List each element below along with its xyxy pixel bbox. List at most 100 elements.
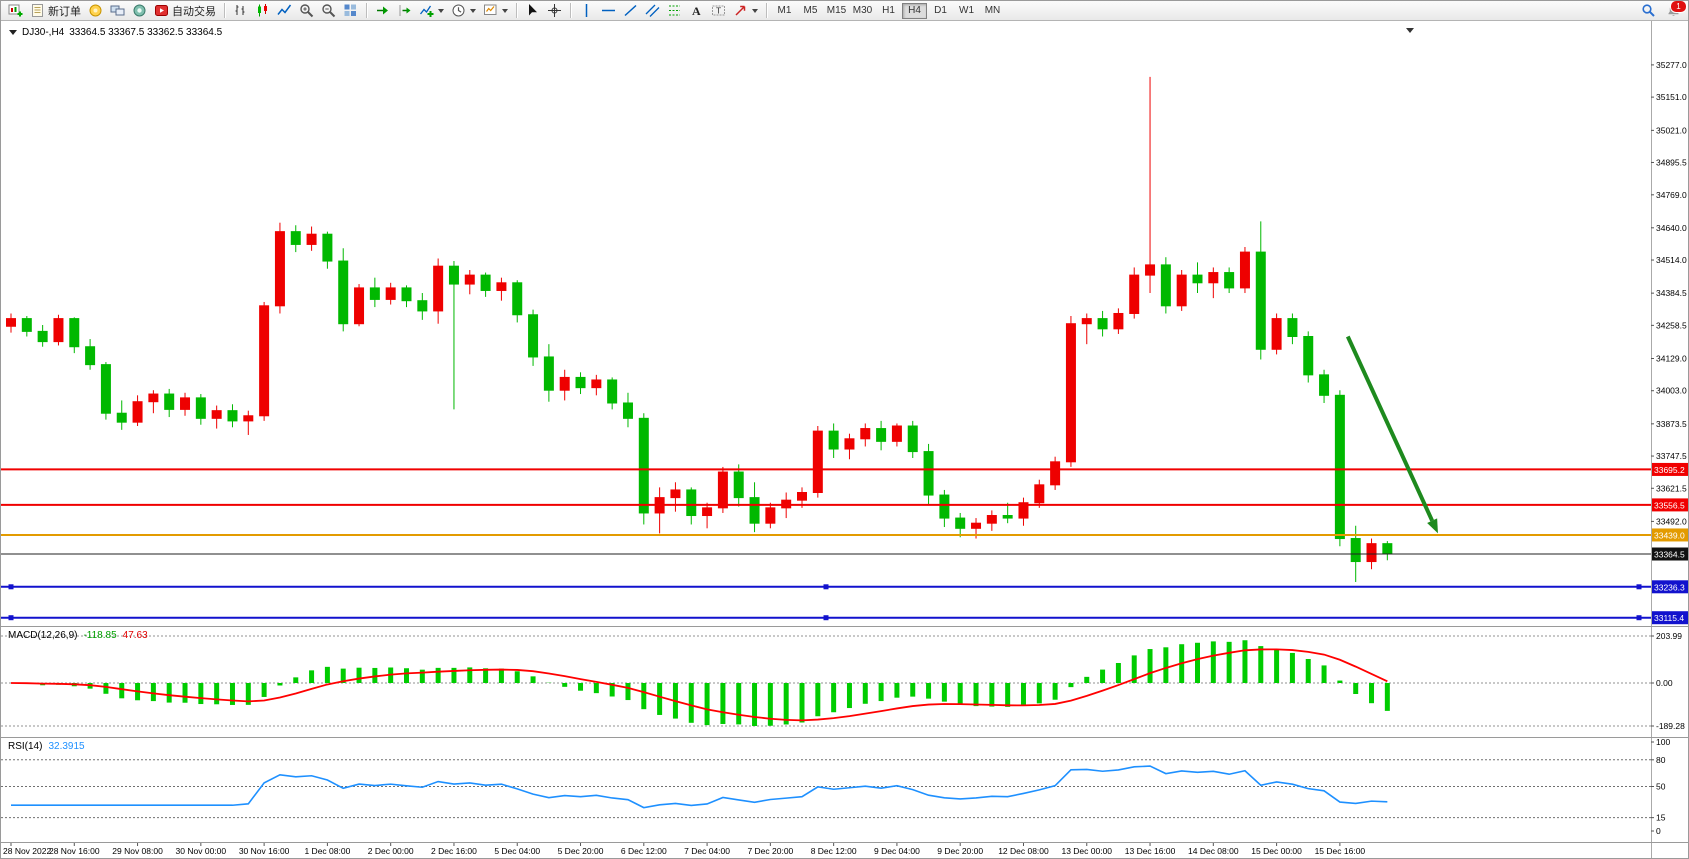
candle [1255, 221, 1266, 360]
text-button[interactable]: A [686, 2, 707, 20]
channel-button[interactable] [642, 2, 663, 20]
candle [274, 222, 285, 314]
macd-signal-value: 47.63 [122, 630, 148, 641]
candle [528, 309, 539, 366]
profiles-button[interactable] [107, 2, 128, 20]
candle [876, 420, 887, 451]
periods-button[interactable] [448, 2, 479, 20]
notifications-button[interactable]: 1 [1663, 1, 1687, 20]
zoom-out-button[interactable] [318, 2, 339, 20]
timeframe-m15[interactable]: M15 [824, 3, 849, 19]
candle [385, 282, 396, 305]
candle [338, 248, 349, 332]
candle [607, 377, 618, 410]
metaeditor-button[interactable] [85, 2, 106, 20]
price-badge-33115.4: 33115.4 [1652, 611, 1688, 625]
time-label: 30 Nov 16:00 [239, 846, 290, 856]
timeframe-mn[interactable]: MN [980, 3, 1005, 19]
candle [227, 404, 238, 428]
candle [702, 502, 713, 529]
trendline-button[interactable] [620, 2, 641, 20]
time-label: 28 Nov 16:00 [49, 846, 100, 856]
candle [37, 324, 48, 347]
chart-shift-button[interactable] [394, 2, 415, 20]
candle [401, 285, 412, 308]
vertical-line-button[interactable] [576, 2, 597, 20]
timeframe-w1[interactable]: W1 [954, 3, 979, 19]
candle [828, 423, 839, 458]
trendline-icon [624, 4, 637, 17]
trend-arrow[interactable] [1345, 335, 1438, 534]
candle-chart-button[interactable] [252, 2, 273, 20]
chart-quick-menu-arrow[interactable] [1406, 28, 1414, 33]
timeframe-d1[interactable]: D1 [928, 3, 953, 19]
search-button[interactable] [1638, 2, 1659, 20]
fibonacci-button[interactable] [664, 2, 685, 20]
candle [211, 405, 222, 429]
symbol-dropdown-icon[interactable] [9, 30, 17, 35]
horizontal-line-button[interactable] [598, 2, 619, 20]
candle [116, 400, 127, 430]
market-watch-button[interactable] [129, 2, 150, 20]
line-handle[interactable] [1636, 615, 1642, 621]
label-button[interactable]: T [708, 2, 729, 20]
candle [180, 392, 191, 416]
indicators-button[interactable] [416, 2, 447, 20]
candle [670, 482, 681, 512]
candle [132, 395, 143, 427]
line-handle[interactable] [8, 615, 14, 621]
candle [69, 317, 80, 354]
candle [559, 369, 570, 401]
autoscroll-button[interactable] [372, 2, 393, 20]
channel-icon [645, 4, 660, 17]
macd-scale-label: 0.00 [1656, 678, 1673, 688]
line-chart-button[interactable] [274, 2, 295, 20]
autotrading-button[interactable]: 自动交易 [151, 2, 219, 20]
price-tick-label: 34258.5 [1656, 320, 1687, 330]
zoom-in-button[interactable] [296, 2, 317, 20]
chart-canvas[interactable]: 35277.0 35151.0 35021.0 34895.5 34769.0 34640… [1, 21, 1689, 859]
crosshair-button[interactable] [544, 2, 565, 20]
timeframe-m1[interactable]: M1 [772, 3, 797, 19]
new-order-button[interactable]: 新订单 [27, 2, 84, 20]
candle [749, 482, 760, 533]
template-icon [484, 4, 497, 15]
autotrading-icon [155, 5, 168, 16]
line-handle[interactable] [1636, 584, 1642, 590]
cursor-button[interactable] [522, 2, 543, 20]
candle [939, 489, 950, 528]
candle [765, 502, 776, 529]
symbol-period-label: DJ30-,H4 [22, 27, 65, 38]
time-label: 12 Dec 08:00 [998, 846, 1049, 856]
line-handle[interactable] [8, 584, 14, 590]
price-scale[interactable] [1652, 21, 1689, 859]
svg-text:33236.3: 33236.3 [1654, 582, 1685, 592]
timeframe-h4[interactable]: H4 [902, 2, 927, 19]
toolbar-separator [516, 3, 517, 18]
timeframe-m5[interactable]: M5 [798, 3, 823, 19]
line-handle[interactable] [823, 584, 829, 590]
timeframe-h1[interactable]: H1 [876, 3, 901, 19]
candle [433, 258, 444, 324]
templates-button[interactable] [480, 2, 511, 20]
autoscroll-icon [377, 6, 388, 15]
add-indicator-icon [419, 5, 434, 17]
tile-windows-button[interactable] [340, 2, 361, 20]
shapes-button[interactable] [730, 2, 761, 20]
vertical-line-icon [585, 4, 588, 17]
candle [243, 410, 254, 435]
chart-header: DJ30-,H4 33364.5 33367.5 33362.5 33364.5 [9, 27, 222, 38]
candle [1319, 369, 1330, 403]
toolbar-separator [366, 3, 367, 18]
text-icon: A [692, 4, 701, 18]
dropdown-caret-icon [438, 8, 444, 13]
bar-chart-button[interactable] [230, 2, 251, 20]
candle [622, 392, 633, 428]
horizontal-line-icon [602, 9, 615, 12]
candle [1224, 267, 1235, 294]
time-label: 9 Dec 20:00 [937, 846, 983, 856]
new-chart-button[interactable] [5, 2, 26, 20]
line-handle[interactable] [823, 615, 829, 621]
timeframe-m30[interactable]: M30 [850, 3, 875, 19]
chart-ohlc-label: 33364.5 33367.5 33362.5 33364.5 [69, 27, 223, 38]
